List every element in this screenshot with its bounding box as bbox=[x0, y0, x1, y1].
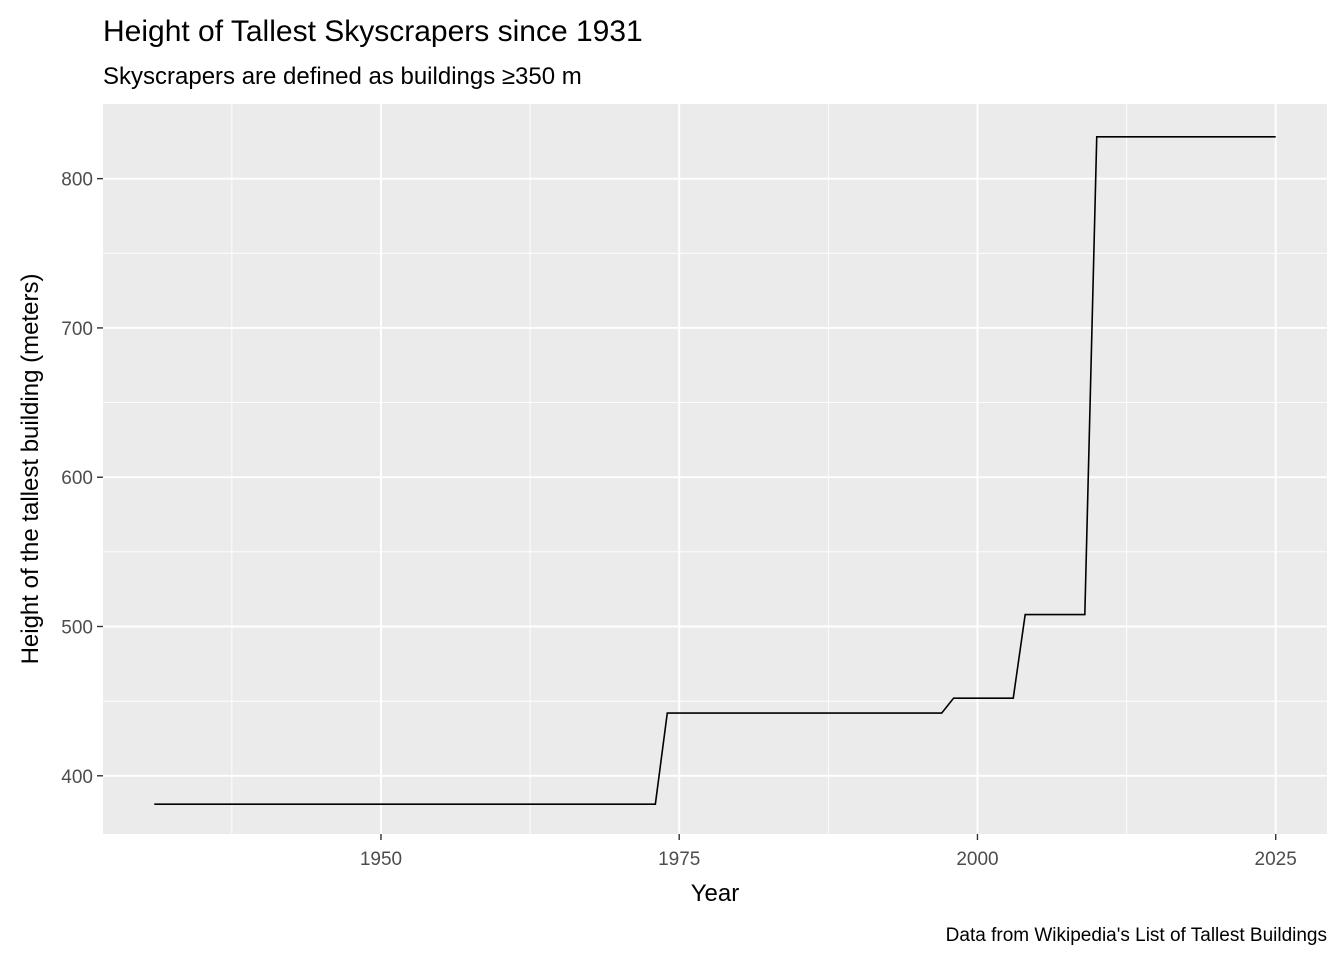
x-tick-label: 1975 bbox=[658, 849, 700, 870]
series-line-tallest-height bbox=[154, 136, 1276, 805]
y-tick-label: 800 bbox=[61, 170, 93, 191]
y-axis: 400 500 600 700 800 bbox=[61, 170, 103, 788]
x-tick-label: 2025 bbox=[1255, 849, 1297, 870]
y-tick-label: 700 bbox=[61, 319, 93, 340]
x-axis-title: Year bbox=[691, 880, 740, 907]
y-tick-label: 600 bbox=[61, 468, 93, 489]
plot-panel bbox=[103, 104, 1327, 834]
x-tick-label: 2000 bbox=[956, 849, 998, 870]
y-tick-label: 500 bbox=[61, 617, 93, 638]
x-axis: 1950 1975 2000 2025 bbox=[360, 834, 1297, 870]
minor-grid bbox=[103, 104, 1327, 834]
chart-title: Height of Tallest Skyscrapers since 1931 bbox=[103, 15, 643, 48]
x-tick-label: 1950 bbox=[360, 849, 402, 870]
y-axis-title: Height of the tallest building (meters) bbox=[17, 274, 44, 665]
chart-caption: Data from Wikipedia's List of Tallest Bu… bbox=[946, 925, 1327, 946]
major-grid bbox=[103, 104, 1327, 834]
y-tick-label: 400 bbox=[61, 767, 93, 788]
chart-subtitle: Skyscrapers are defined as buildings ≥35… bbox=[103, 63, 582, 90]
